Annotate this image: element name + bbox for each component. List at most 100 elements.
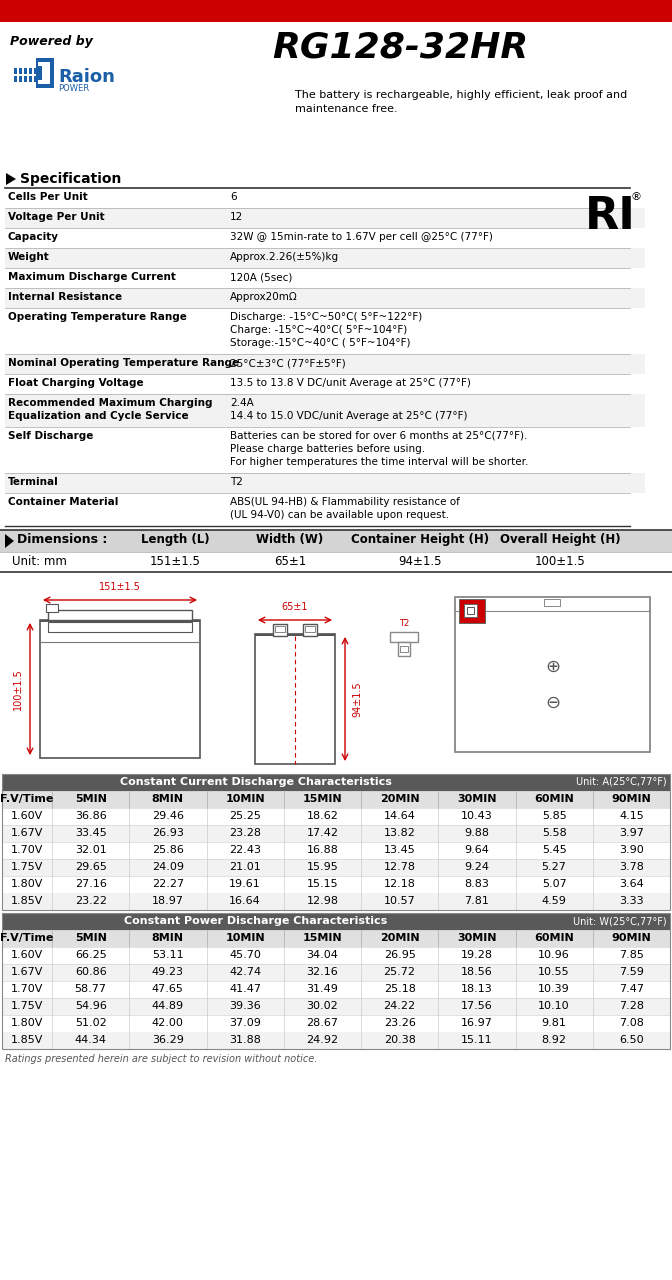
Text: 53.11: 53.11 [152, 950, 183, 960]
Text: Internal Resistance: Internal Resistance [8, 292, 122, 302]
Text: 4.59: 4.59 [542, 896, 566, 906]
Text: 32.01: 32.01 [75, 845, 106, 855]
Bar [5, 493, 225, 526]
Text: 21.01: 21.01 [229, 861, 261, 872]
Bar [5, 394, 225, 428]
Text: 25.86: 25.86 [152, 845, 184, 855]
Bar [398, 643, 410, 655]
Text: 13.45: 13.45 [384, 845, 415, 855]
Text: Storage:-15°C~40°C ( 5°F~104°F): Storage:-15°C~40°C ( 5°F~104°F) [230, 338, 411, 348]
Text: POWER: POWER [58, 84, 89, 93]
Bar [225, 248, 645, 268]
Bar [48, 622, 192, 632]
Text: Length (L): Length (L) [140, 532, 209, 547]
Text: 8MIN: 8MIN [152, 933, 184, 943]
Text: 2.4A: 2.4A [230, 398, 254, 408]
Bar [225, 428, 645, 474]
Text: 1.85V: 1.85V [11, 1036, 43, 1044]
Bar [34, 68, 37, 74]
Bar [34, 76, 37, 82]
Bar [2, 998, 670, 1015]
Bar [225, 228, 645, 248]
Text: 1.60V: 1.60V [11, 950, 43, 960]
Bar [2, 791, 670, 808]
Bar [2, 913, 670, 931]
Text: Constant Power Discharge Characteristics: Constant Power Discharge Characteristics [124, 916, 388, 925]
Text: 45.70: 45.70 [229, 950, 261, 960]
Text: 1.75V: 1.75V [11, 861, 43, 872]
Text: 31.88: 31.88 [229, 1036, 261, 1044]
Text: 151±1.5: 151±1.5 [150, 556, 200, 568]
Bar [225, 308, 645, 355]
Text: 9.88: 9.88 [464, 828, 489, 838]
Text: 18.97: 18.97 [152, 896, 184, 906]
Bar [0, 170, 672, 188]
Text: 66.25: 66.25 [75, 950, 106, 960]
Bar [225, 374, 645, 394]
Text: 7.85: 7.85 [619, 950, 644, 960]
Bar [225, 188, 645, 207]
Bar [14, 76, 17, 82]
Text: Float Charging Voltage: Float Charging Voltage [8, 378, 144, 388]
Bar [5, 355, 225, 374]
Text: 23.28: 23.28 [229, 828, 261, 838]
Text: 19.61: 19.61 [229, 879, 261, 890]
Bar [0, 572, 672, 772]
Text: Operating Temperature Range: Operating Temperature Range [8, 312, 187, 323]
Text: 5.27: 5.27 [542, 861, 566, 872]
Text: 7.47: 7.47 [619, 984, 644, 995]
Text: Raion: Raion [58, 68, 115, 86]
Bar [455, 596, 650, 751]
Text: Unit: A(25°C,77°F): Unit: A(25°C,77°F) [577, 777, 667, 787]
Text: 12.78: 12.78 [384, 861, 415, 872]
Text: F.V/Time: F.V/Time [0, 794, 54, 804]
Text: 90MIN: 90MIN [612, 794, 651, 804]
Text: 22.27: 22.27 [152, 879, 184, 890]
Bar [24, 68, 27, 74]
Text: 15MIN: 15MIN [302, 933, 342, 943]
Bar [40, 620, 200, 758]
Text: 10.39: 10.39 [538, 984, 570, 995]
Text: 49.23: 49.23 [152, 966, 184, 977]
Text: 1.70V: 1.70V [11, 845, 43, 855]
Text: Unit: mm: Unit: mm [12, 556, 67, 568]
Bar [2, 774, 670, 791]
Text: 25.72: 25.72 [384, 966, 415, 977]
Text: 16.97: 16.97 [461, 1018, 493, 1028]
Text: 151±1.5: 151±1.5 [99, 582, 141, 591]
Bar [0, 22, 672, 170]
Bar [5, 428, 225, 474]
Text: Dimensions :: Dimensions : [17, 532, 108, 547]
Text: 12: 12 [230, 212, 243, 221]
Text: 58.77: 58.77 [75, 984, 107, 995]
Text: 6: 6 [230, 192, 237, 202]
Bar [255, 634, 335, 764]
Text: 100±1.5: 100±1.5 [535, 556, 585, 568]
Bar [14, 68, 17, 74]
Bar [544, 599, 560, 605]
Polygon shape [6, 173, 16, 186]
Text: 3.97: 3.97 [619, 828, 644, 838]
Bar [2, 913, 670, 1050]
Bar [0, 530, 672, 552]
Text: Please charge batteries before using.: Please charge batteries before using. [230, 444, 425, 454]
Text: 15.11: 15.11 [461, 1036, 493, 1044]
Bar [2, 931, 670, 947]
Text: Specification: Specification [20, 172, 122, 186]
Text: RI: RI [585, 195, 636, 238]
Bar [5, 268, 225, 288]
Text: 120A (5sec): 120A (5sec) [230, 271, 292, 282]
Text: 60MIN: 60MIN [534, 933, 574, 943]
Text: 1.60V: 1.60V [11, 812, 43, 820]
Bar [2, 876, 670, 893]
Bar [19, 76, 22, 82]
Text: 8MIN: 8MIN [152, 794, 184, 804]
Text: Terminal: Terminal [8, 477, 58, 486]
Text: 24.92: 24.92 [306, 1036, 339, 1044]
Text: Recommended Maximum Charging: Recommended Maximum Charging [8, 398, 212, 408]
Text: 90MIN: 90MIN [612, 933, 651, 943]
Text: Capacity: Capacity [8, 232, 59, 242]
Text: 26.95: 26.95 [384, 950, 415, 960]
Text: The battery is rechargeable, highly efficient, leak proof and: The battery is rechargeable, highly effi… [295, 90, 627, 100]
Bar [5, 374, 225, 394]
